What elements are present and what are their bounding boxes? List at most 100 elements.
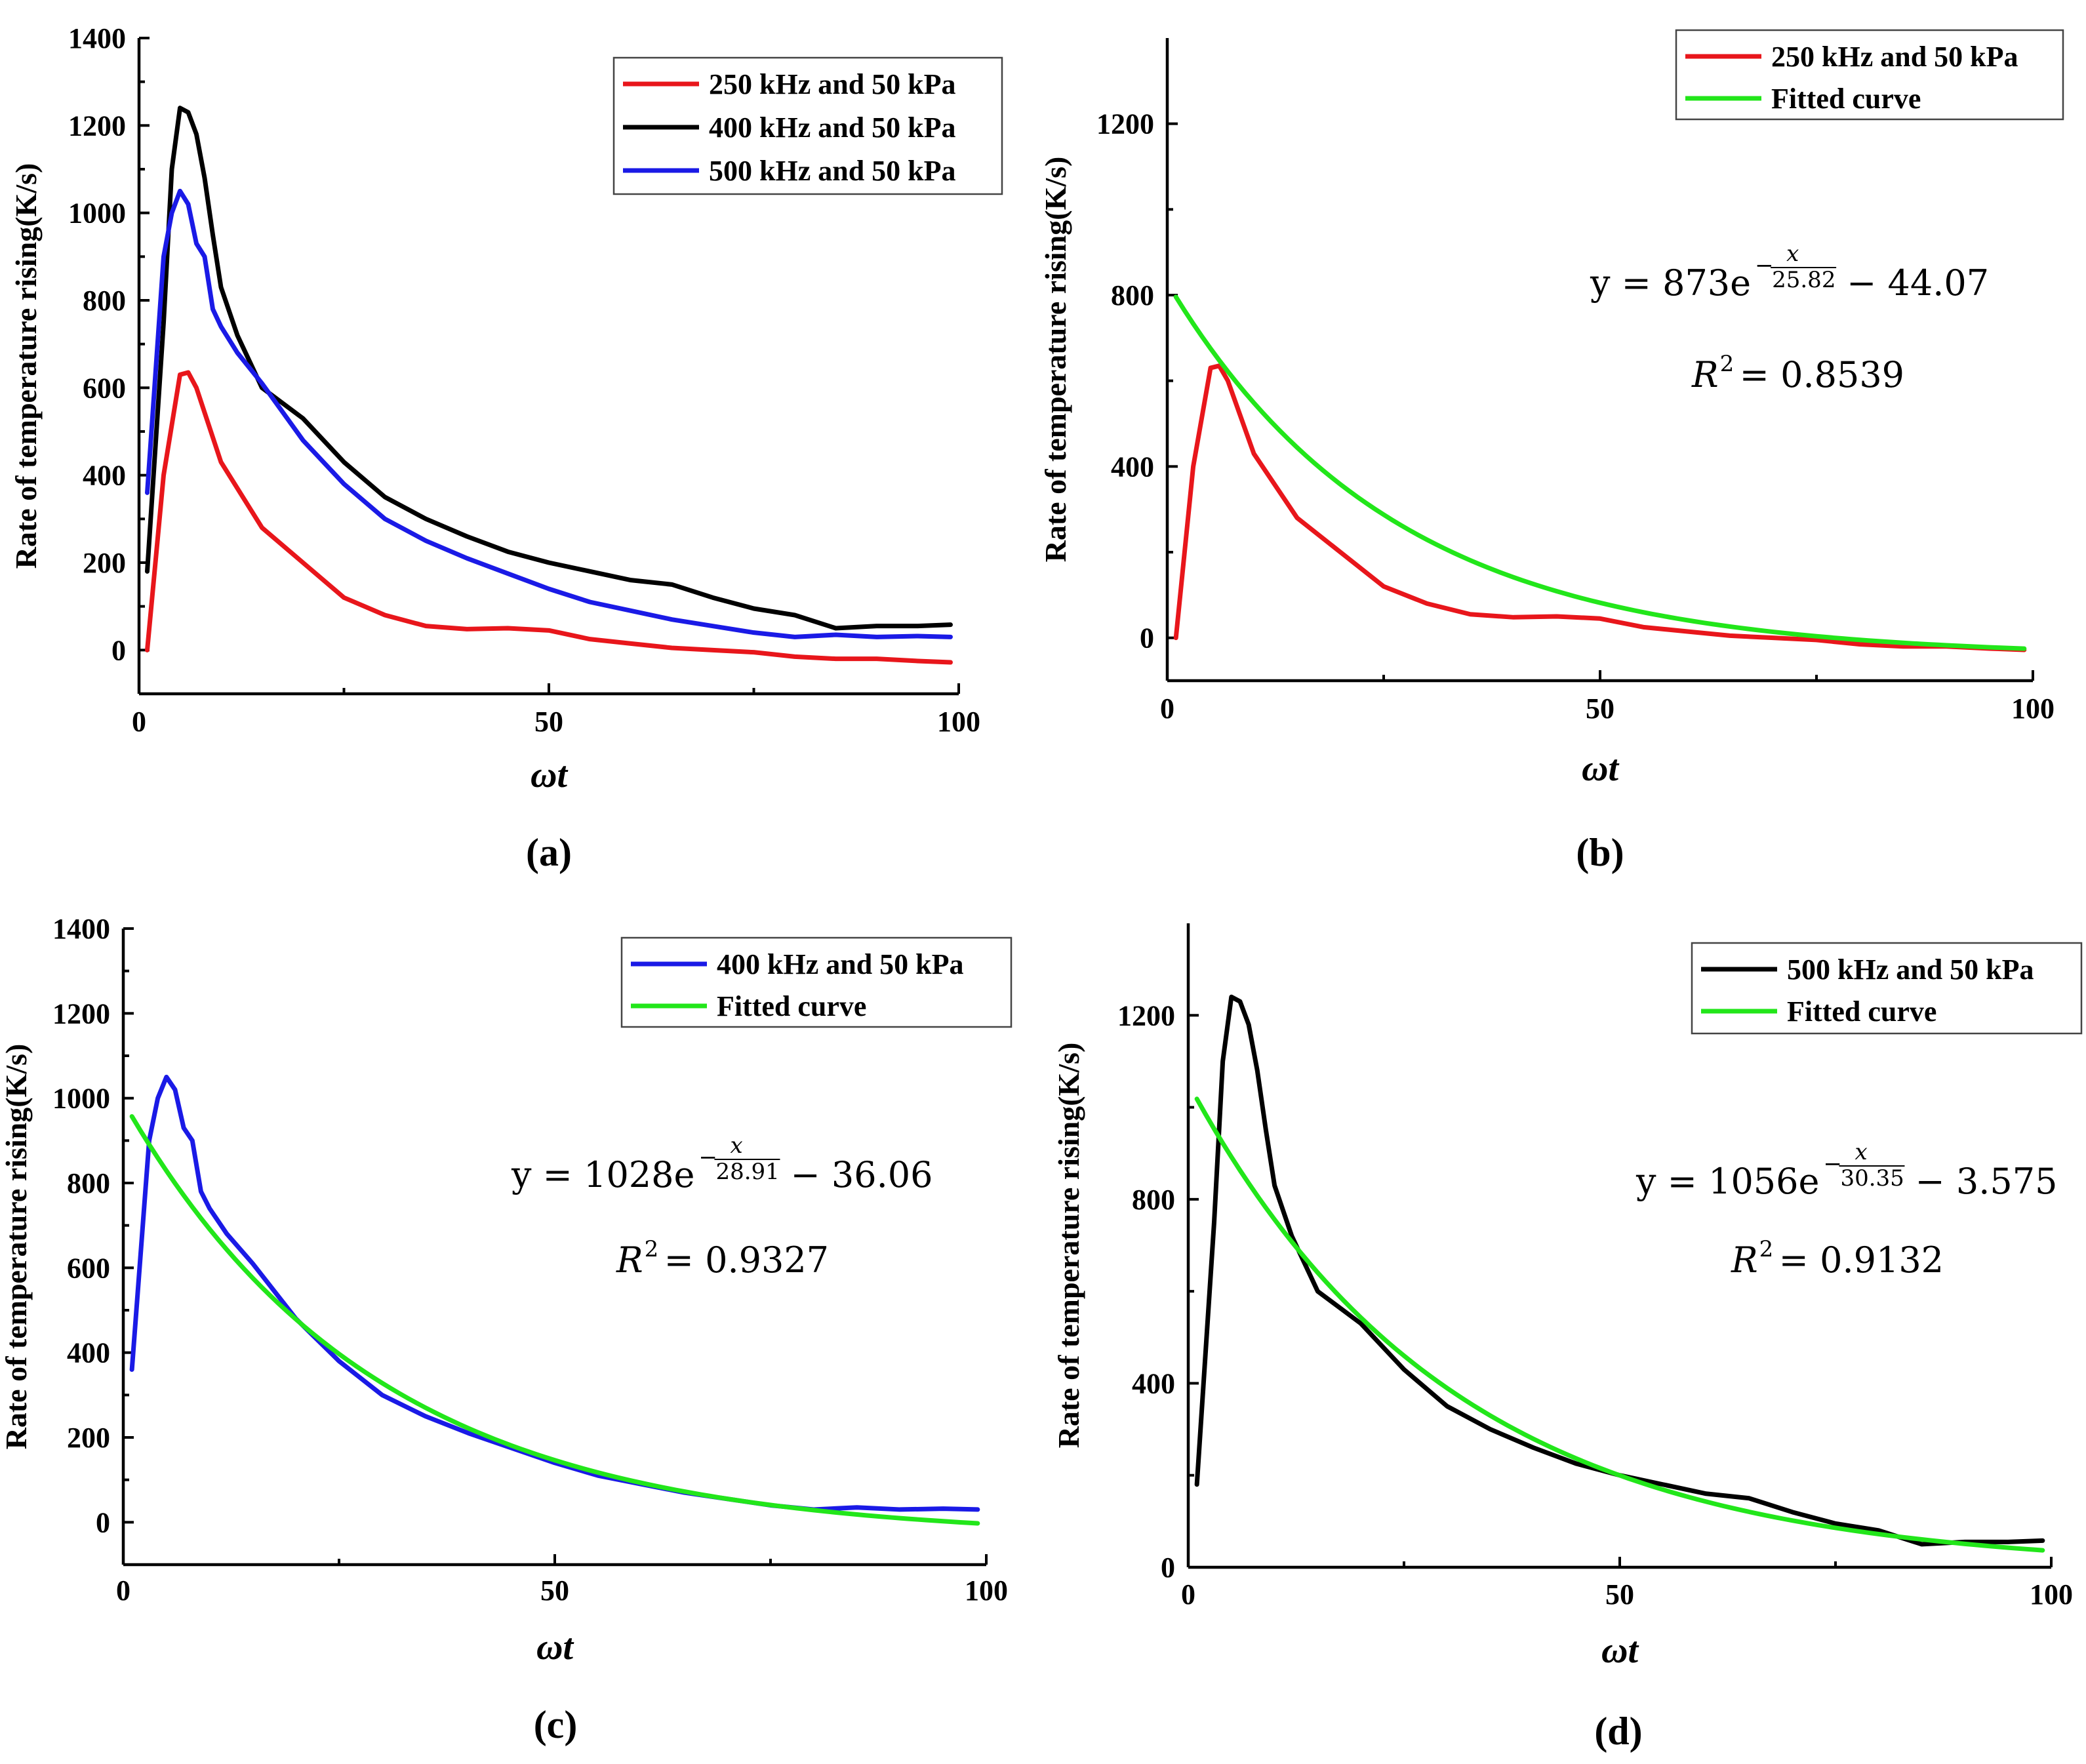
legend-label: 500 kHz and 50 kPa [1787, 953, 2034, 986]
y-tick-label: 1200 [68, 110, 126, 142]
legend: 250 kHz and 50 kPa 400 kHz and 50 kPa 500 … [612, 56, 1003, 195]
r-squared-label: R [1731, 1239, 1758, 1281]
y-tick-label: 1200 [52, 997, 110, 1030]
legend-label: 400 kHz and 50 kPa [709, 111, 956, 144]
legend-label: 250 kHz and 50 kPa [1771, 41, 2018, 73]
legend-box [1691, 942, 2083, 1035]
exponent-numerator: x [1855, 1139, 1867, 1165]
equation-prefix: y = 873e [1590, 262, 1751, 304]
panel-label: (a) [526, 831, 572, 874]
x-tick-label: 0 [116, 1574, 130, 1607]
legend-label: 250 kHz and 50 kPa [709, 68, 956, 100]
equation-suffix: − 36.06 [790, 1154, 933, 1195]
series-line [129, 1074, 980, 1512]
fitted-curve-line [1173, 294, 2027, 651]
exponent-sign: − [1755, 252, 1774, 279]
fit-equation: y = 1028e − x28.91 − 36.06 R 2 = 0.9327 [511, 1133, 933, 1281]
y-tick-label: 600 [67, 1252, 110, 1284]
panel-label: (d) [1594, 1710, 1642, 1753]
r-squared-label: R [616, 1239, 643, 1281]
fitted-curve-line [1194, 1096, 2045, 1553]
exponent-sign: − [1823, 1151, 1842, 1177]
y-tick-label: 1200 [1096, 108, 1154, 140]
y-tick-label: 0 [1140, 622, 1154, 654]
y-tick-label: 800 [1132, 1184, 1175, 1216]
equation-prefix: y = 1028e [511, 1154, 694, 1195]
y-tick-label: 400 [83, 460, 126, 492]
y-tick-label: 800 [67, 1167, 110, 1199]
y-tick-label: 400 [1111, 451, 1154, 483]
x-tick-label: 50 [534, 706, 563, 738]
legend-label: Fitted curve [1787, 995, 1936, 1028]
x-axis-title: ωt [1582, 748, 1619, 789]
y-axis-title: Rate of temperature rising(K/s) [1039, 157, 1072, 563]
x-tick-label: 0 [1160, 692, 1174, 725]
x-axis-title: ωt [531, 755, 568, 795]
x-tick-label: 0 [1181, 1578, 1195, 1611]
chart-panel-3: 0 200 400 600 800 1000 1200 1400 0 50 100 Rate of t… [0, 913, 1013, 1746]
x-tick-label: 50 [1586, 692, 1615, 725]
series-line [1194, 994, 2045, 1547]
exponent-denominator: 25.82 [1772, 267, 1835, 293]
x-tick-label: 100 [937, 706, 980, 738]
series-line [145, 188, 953, 639]
legend-label: 400 kHz and 50 kPa [717, 948, 964, 980]
y-tick-label: 0 [111, 634, 126, 666]
y-tick-label: 400 [1132, 1367, 1175, 1399]
equation-suffix: − 3.575 [1915, 1161, 2057, 1202]
x-axis-title: ωt [1601, 1630, 1639, 1671]
y-tick-label: 800 [1111, 279, 1154, 311]
series-line [1173, 363, 2027, 652]
y-tick-label: 200 [83, 547, 126, 579]
y-axis-title: Rate of temperature rising(K/s) [9, 163, 43, 569]
exponent-denominator: 30.35 [1840, 1165, 1904, 1192]
r-squared-superscript: 2 [645, 1236, 659, 1262]
chart-panel-4: 0 400 800 1200 0 50 100 Rate of temperature ris… [1052, 923, 2083, 1753]
x-tick-label: 100 [2030, 1578, 2073, 1611]
exponent-sign: − [698, 1144, 717, 1171]
r-squared-value: = 0.9132 [1779, 1239, 1944, 1281]
r-squared-superscript: 2 [1759, 1236, 1774, 1262]
y-tick-label: 1000 [68, 197, 126, 230]
legend-label: Fitted curve [1771, 83, 1921, 115]
y-tick-label: 200 [67, 1422, 110, 1454]
y-axis-title: Rate of temperature rising(K/s) [1052, 1043, 1085, 1449]
exponent-numerator: x [1786, 241, 1799, 267]
x-tick-label: 100 [965, 1574, 1008, 1607]
y-tick-label: 0 [1161, 1552, 1175, 1584]
r-squared-value: = 0.9327 [664, 1239, 829, 1281]
equation-prefix: y = 1056e [1635, 1161, 1819, 1202]
fitted-curve-line [129, 1113, 980, 1526]
x-tick-label: 100 [2011, 692, 2055, 725]
y-tick-label: 800 [83, 285, 126, 317]
y-tick-label: 1200 [1117, 999, 1175, 1032]
x-tick-label: 0 [132, 706, 146, 738]
y-axis-title: Rate of temperature rising(K/s) [0, 1044, 33, 1450]
legend-label: 500 kHz and 50 kPa [709, 155, 956, 187]
x-tick-label: 50 [540, 1574, 569, 1607]
r-squared-label: R [1691, 354, 1719, 395]
panel-label: (c) [534, 1703, 578, 1746]
y-tick-label: 1400 [52, 913, 110, 945]
legend: 400 kHz and 50 kPa Fitted curve [620, 936, 1013, 1028]
panel-label: (b) [1576, 831, 1624, 874]
fit-equation: y = 1056e − x30.35 − 3.575 R 2 = 0.9132 [1635, 1139, 2057, 1281]
equation-suffix: − 44.07 [1847, 262, 1989, 304]
legend: 500 kHz and 50 kPa Fitted curve [1691, 942, 2083, 1035]
x-axis-title: ωt [536, 1627, 574, 1668]
x-tick-label: 50 [1605, 1578, 1634, 1611]
exponent-denominator: 28.91 [715, 1159, 779, 1185]
legend-box [620, 936, 1013, 1028]
y-tick-label: 400 [67, 1337, 110, 1369]
chart-panel-2: 0 400 800 1200 0 50 100 Rate of temperature ris… [1039, 29, 2064, 874]
y-tick-label: 600 [83, 372, 126, 404]
r-squared-value: = 0.8539 [1740, 354, 1904, 395]
y-tick-label: 1000 [52, 1083, 110, 1115]
legend-label: Fitted curve [717, 990, 866, 1022]
chart-panel-1: 0 200 400 600 800 1000 1200 1400 0 50 100 Rate of t… [9, 22, 1003, 874]
series-line [145, 370, 953, 665]
legend-box [1675, 29, 2064, 121]
y-tick-label: 1400 [68, 22, 126, 54]
y-tick-label: 0 [96, 1506, 110, 1538]
